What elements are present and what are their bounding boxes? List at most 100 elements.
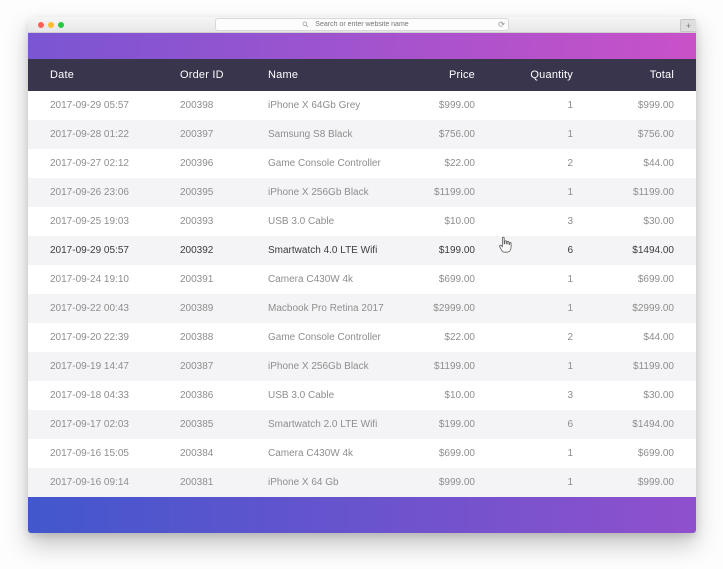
table-row[interactable]: 2017-09-26 23:06 200395 iPhone X 256Gb B… [28,178,696,207]
zoom-window-button[interactable] [58,21,64,28]
cell-price: $199.00 [438,419,475,430]
cell-order-id: 200393 [180,216,214,227]
header-row: Date Order ID Name Price Quantity Total [28,59,696,91]
cell-date: 2017-09-22 00:43 [50,303,129,314]
cell-order-id: 200381 [180,477,214,488]
gradient-header-band [28,33,696,59]
cell-name: iPhone X 64Gb Grey [268,100,361,111]
table-row[interactable]: 2017-09-29 05:57 200398 iPhone X 64Gb Gr… [28,91,696,120]
cell-quantity: 1 [567,303,573,314]
cell-date: 2017-09-29 05:57 [50,245,129,256]
address-input[interactable] [282,20,442,29]
cell-price: $999.00 [438,477,475,488]
cell-order-id: 200396 [180,158,214,169]
cell-quantity: 1 [567,129,573,140]
new-tab-button[interactable]: + [680,19,696,32]
cell-order-id: 200397 [180,129,214,140]
cell-price: $999.00 [438,100,475,111]
cell-date: 2017-09-17 02:03 [50,419,129,430]
cell-quantity: 1 [567,187,573,198]
cell-date: 2017-09-19 14:47 [50,361,129,372]
cell-date: 2017-09-27 02:12 [50,158,129,169]
column-header-name: Name [268,59,422,91]
cell-total: $1199.00 [633,187,674,198]
cell-quantity: 2 [567,158,573,169]
cell-date: 2017-09-16 15:05 [50,448,129,459]
column-header-total: Total [573,59,696,91]
cell-price: $1199.00 [434,361,475,372]
cell-order-id: 200384 [180,448,214,459]
cell-price: $22.00 [444,158,475,169]
cell-price: $2999.00 [433,303,475,314]
cell-name: Camera C430W 4k [268,274,354,285]
refresh-icon[interactable]: ⟳ [498,20,505,29]
cell-total: $44.00 [643,158,674,169]
table-row[interactable]: 2017-09-17 02:03 200385 Smartwatch 2.0 L… [28,410,696,439]
cell-date: 2017-09-28 01:22 [50,129,129,140]
cell-quantity: 1 [567,100,573,111]
cell-quantity: 3 [567,390,573,401]
table-row[interactable]: 2017-09-19 14:47 200387 iPhone X 256Gb B… [28,352,696,381]
cell-order-id: 200392 [180,245,214,256]
cell-order-id: 200385 [180,419,214,430]
cell-price: $22.00 [444,332,475,343]
cell-order-id: 200391 [180,274,214,285]
cell-total: $30.00 [643,390,674,401]
cell-total: $699.00 [637,274,674,285]
cell-date: 2017-09-16 09:14 [50,477,129,488]
close-window-button[interactable] [38,21,44,28]
address-bar[interactable]: ⟳ [215,18,509,31]
cell-order-id: 200395 [180,187,214,198]
cell-name: Samsung S8 Black [268,129,353,140]
table-row[interactable]: 2017-09-24 19:10 200391 Camera C430W 4k … [28,265,696,294]
cell-name: Camera C430W 4k [268,448,354,459]
table-row[interactable]: 2017-09-16 09:14 200381 iPhone X 64 Gb $… [28,468,696,497]
cell-price: $199.00 [438,245,475,256]
cell-total: $756.00 [637,129,674,140]
table-row[interactable]: 2017-09-28 01:22 200397 Samsung S8 Black… [28,120,696,149]
orders-table: Date Order ID Name Price Quantity Total … [28,59,696,497]
cell-name: USB 3.0 Cable [268,390,335,401]
cell-quantity: 1 [567,274,573,285]
browser-window: ⟳ + Date Order ID Name Price Quantity To… [28,17,696,533]
cell-date: 2017-09-18 04:33 [50,390,129,401]
cell-name: Smartwatch 4.0 LTE Wifi [268,245,378,256]
column-header-date: Date [28,59,180,91]
cell-total: $999.00 [637,100,674,111]
cell-total: $699.00 [637,448,674,459]
cell-name: iPhone X 256Gb Black [268,187,369,198]
cell-quantity: 6 [567,245,573,256]
cell-name: iPhone X 256Gb Black [268,361,369,372]
cell-date: 2017-09-29 05:57 [50,100,129,111]
cell-date: 2017-09-24 19:10 [50,274,129,285]
cell-name: USB 3.0 Cable [268,216,335,227]
cell-quantity: 1 [567,477,573,488]
cell-total: $1494.00 [632,245,674,256]
table-row[interactable]: 2017-09-18 04:33 200386 USB 3.0 Cable $1… [28,381,696,410]
cell-price: $1199.00 [434,187,475,198]
cell-price: $10.00 [444,390,475,401]
minimize-window-button[interactable] [48,21,54,28]
cell-order-id: 200389 [180,303,214,314]
table-row[interactable]: 2017-09-27 02:12 200396 Game Console Con… [28,149,696,178]
browser-chrome: ⟳ + [28,17,696,33]
cell-quantity: 1 [567,361,573,372]
cell-date: 2017-09-25 19:03 [50,216,129,227]
column-header-price: Price [422,59,475,91]
cell-quantity: 1 [567,448,573,459]
cell-date: 2017-09-26 23:06 [50,187,129,198]
cell-price: $756.00 [438,129,475,140]
table-row[interactable]: 2017-09-16 15:05 200384 Camera C430W 4k … [28,439,696,468]
cell-quantity: 6 [567,419,573,430]
cell-name: Game Console Controller [268,332,381,343]
cell-order-id: 200388 [180,332,214,343]
table-row[interactable]: 2017-09-25 19:03 200393 USB 3.0 Cable $1… [28,207,696,236]
table-row[interactable]: 2017-09-20 22:39 200388 Game Console Con… [28,323,696,352]
orders-table-body: 2017-09-29 05:57 200398 iPhone X 64Gb Gr… [28,91,696,497]
cell-price: $10.00 [444,216,475,227]
table-row[interactable]: 2017-09-22 00:43 200389 Macbook Pro Reti… [28,294,696,323]
window-controls [38,17,64,32]
cell-quantity: 2 [567,332,573,343]
cell-price: $699.00 [438,274,475,285]
table-row[interactable]: 2017-09-29 05:57 200392 Smartwatch 4.0 L… [28,236,696,265]
